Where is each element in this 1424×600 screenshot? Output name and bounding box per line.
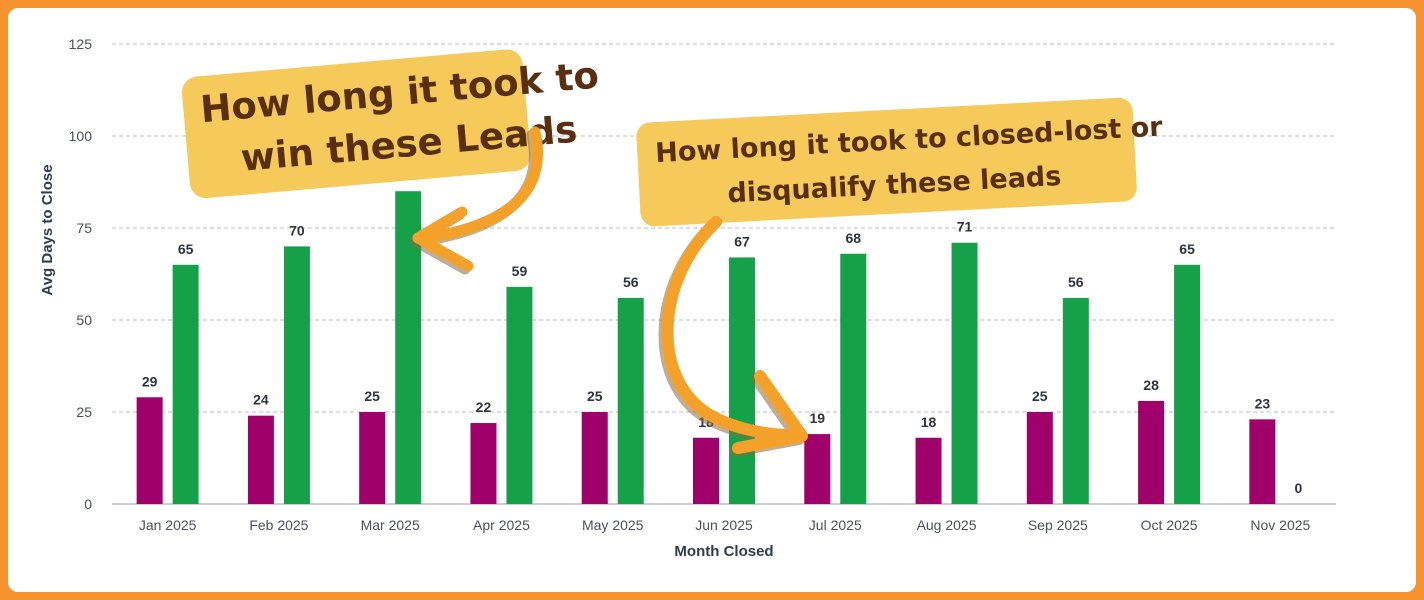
- x-tick-label: Jan 2025: [139, 517, 197, 533]
- data-label-series2-8: 56: [1068, 274, 1084, 290]
- bar-series1-6: [804, 434, 831, 504]
- data-label-series2-0: 65: [178, 241, 194, 257]
- data-label-series2-7: 71: [957, 219, 973, 235]
- data-label-series1-2: 25: [364, 388, 380, 404]
- data-label-series1-4: 25: [587, 388, 603, 404]
- bar-series2-7: [951, 242, 978, 504]
- data-labels: 2965247025852259255618671968187125562865…: [142, 167, 1303, 496]
- callout-lost: How long it took to closed-lost or disqu…: [636, 97, 1164, 227]
- data-label-series2-3: 59: [512, 263, 528, 279]
- bar-series1-0: [136, 397, 163, 504]
- x-tick-label: Mar 2025: [361, 517, 420, 533]
- arrow-lost-shaft: [661, 216, 806, 442]
- callout-lost-box: [636, 97, 1137, 227]
- x-tick-label: Aug 2025: [917, 517, 977, 533]
- bar-series2-5: [729, 257, 755, 504]
- bar-series2-9: [1174, 264, 1201, 504]
- bar-series2-1: [283, 246, 310, 504]
- data-label-series1-0: 29: [142, 373, 158, 389]
- y-tick-label: 0: [84, 496, 92, 512]
- x-tick-label: Jul 2025: [809, 517, 862, 533]
- data-label-series1-8: 25: [1032, 388, 1048, 404]
- arrow-lost: [661, 216, 808, 454]
- bar-series1-3: [470, 423, 497, 504]
- x-tick-label: Jun 2025: [695, 517, 753, 533]
- arrow-lost-head: [732, 370, 808, 454]
- x-axis-title: Month Closed: [674, 543, 773, 560]
- callout-win-box: [181, 49, 531, 199]
- bar-series2-4: [617, 297, 644, 504]
- bar-series1-5: [693, 437, 719, 504]
- y-tick-label: 100: [69, 128, 93, 144]
- arrow-win: [412, 126, 543, 272]
- x-tick-label: Apr 2025: [473, 517, 530, 533]
- data-label-series2-1: 70: [289, 222, 305, 238]
- callout-win: How long it took to win these Leads: [181, 49, 600, 199]
- y-tick-label: 25: [76, 404, 92, 420]
- data-label-series1-7: 18: [921, 414, 937, 430]
- bar-series2-0: [172, 264, 199, 504]
- bar-series1-10: [1249, 419, 1276, 504]
- data-label-series1-1: 24: [253, 392, 269, 408]
- data-label-series2-4: 56: [623, 274, 639, 290]
- x-axis-ticks: Jan 2025 Feb 2025 Mar 2025 Apr 2025 May 2025…: [139, 517, 1311, 533]
- bar-series1-7: [915, 437, 942, 504]
- bar-series2-8: [1062, 297, 1089, 504]
- y-tick-label: 75: [76, 220, 92, 236]
- data-label-series1-9: 28: [1143, 377, 1159, 393]
- bar-series1-9: [1138, 400, 1165, 504]
- data-label-series1-3: 22: [476, 399, 492, 415]
- y-tick-label: 50: [76, 312, 92, 328]
- arrow-win-shaft: [419, 126, 543, 244]
- arrow-win-head: [412, 206, 474, 272]
- bar-series2-6: [840, 253, 867, 504]
- data-label-series1-10: 23: [1255, 395, 1271, 411]
- data-label-series2-5: 67: [734, 233, 750, 249]
- data-label-series2-6: 68: [845, 230, 861, 246]
- data-label-series1-6: 19: [809, 410, 825, 426]
- bar-series1-2: [359, 412, 386, 504]
- x-tick-label: Nov 2025: [1250, 517, 1310, 533]
- y-axis-title: Avg Days to Close: [39, 164, 56, 295]
- y-axis-ticks: 0 25 50 75 100 125: [69, 36, 93, 512]
- bar-series1-1: [247, 415, 274, 504]
- x-tick-label: Feb 2025: [249, 517, 308, 533]
- y-tick-label: 125: [69, 36, 93, 52]
- data-label-series2-10: 0: [1294, 480, 1302, 496]
- bar-series1-4: [581, 412, 608, 504]
- x-tick-label: Oct 2025: [1141, 517, 1198, 533]
- x-tick-label: May 2025: [582, 517, 644, 533]
- bar-series2-3: [506, 286, 533, 504]
- data-label-series2-9: 65: [1179, 241, 1195, 257]
- bar-series1-8: [1026, 412, 1053, 504]
- x-tick-label: Sep 2025: [1028, 517, 1088, 533]
